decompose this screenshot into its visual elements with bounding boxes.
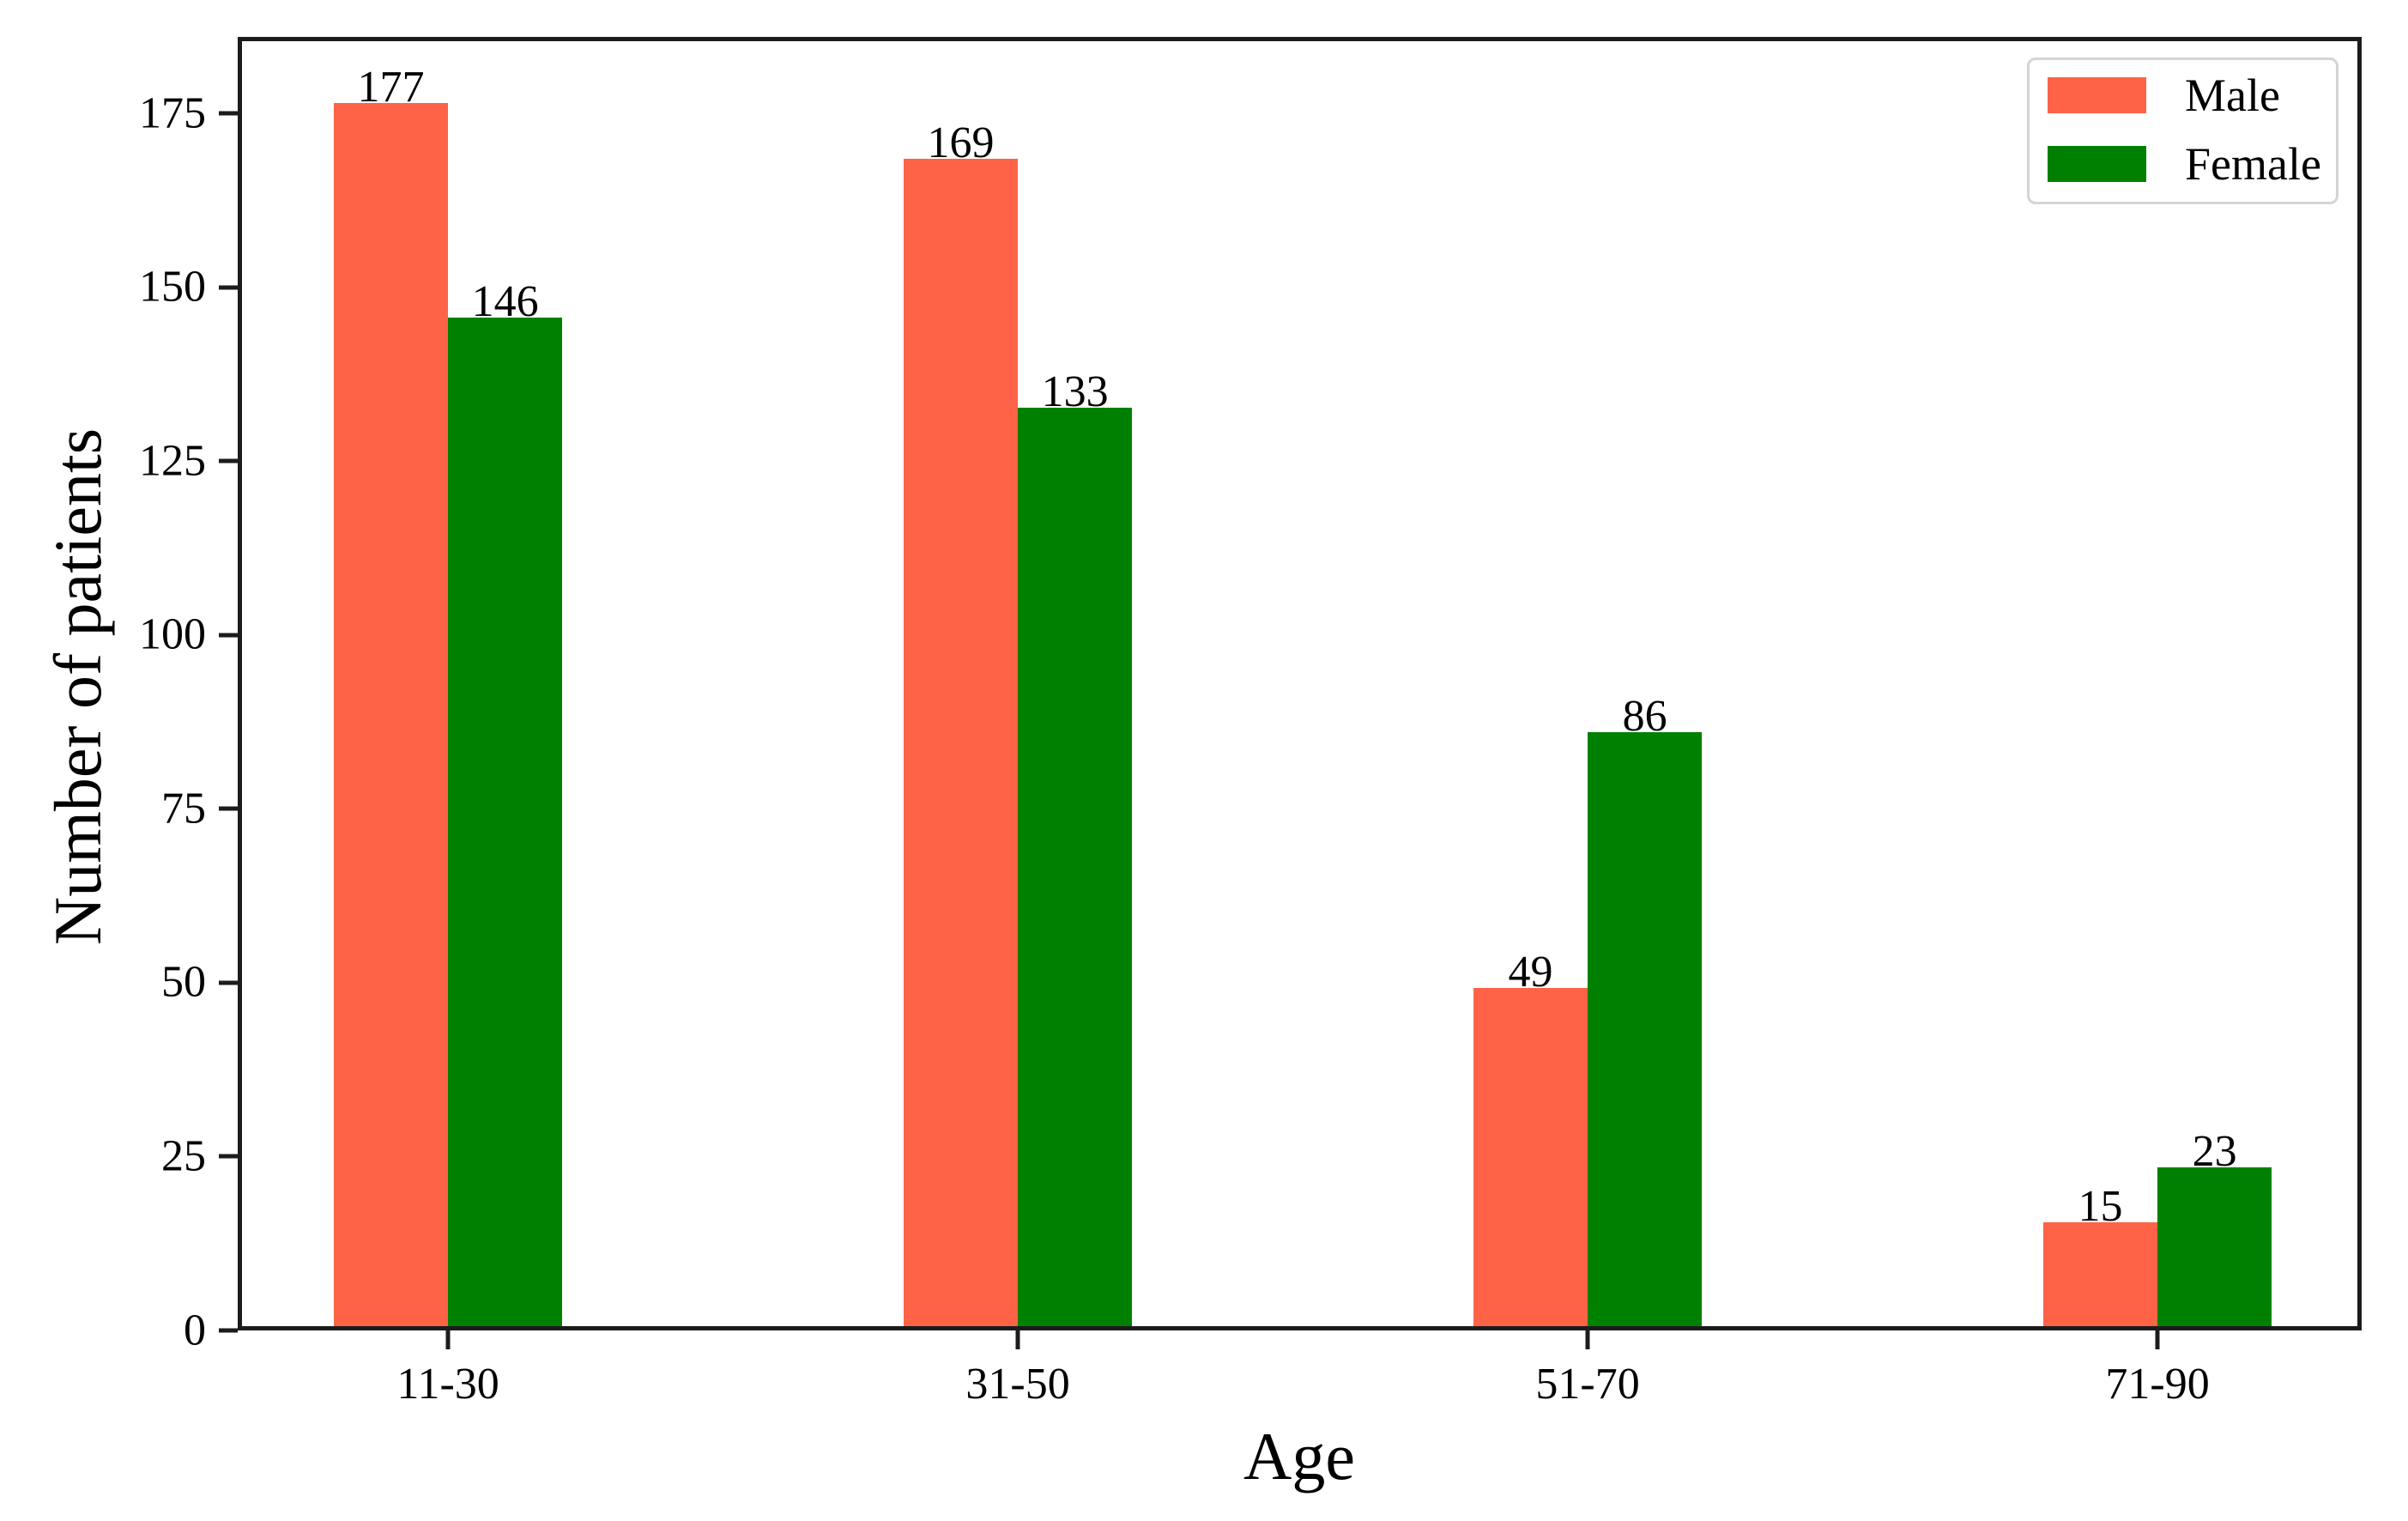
y-tick-mark bbox=[219, 285, 238, 290]
y-axis-label: Number of patients bbox=[40, 427, 115, 946]
legend-label-female: Female bbox=[2185, 138, 2321, 190]
y-tick-mark bbox=[219, 1328, 238, 1333]
x-tick-mark bbox=[445, 1330, 451, 1349]
bar-male-71-90 bbox=[2042, 1222, 2158, 1326]
bar-value-label: 15 bbox=[2078, 1182, 2123, 1232]
legend: Male Female bbox=[2027, 58, 2338, 204]
y-tick-label: 25 bbox=[161, 1131, 206, 1181]
x-tick-mark bbox=[2155, 1330, 2160, 1349]
bar-male-31-50 bbox=[903, 158, 1019, 1326]
bar-female-71-90 bbox=[2157, 1167, 2272, 1326]
y-tick-mark bbox=[219, 458, 238, 464]
y-tick-mark bbox=[219, 980, 238, 985]
y-tick-label: 100 bbox=[139, 610, 206, 660]
bar-value-label: 146 bbox=[471, 276, 539, 326]
y-tick-label: 125 bbox=[139, 436, 206, 486]
bar-value-label: 177 bbox=[357, 63, 425, 112]
y-tick-label: 175 bbox=[139, 88, 206, 138]
y-tick-label: 0 bbox=[184, 1306, 206, 1355]
legend-label-male: Male bbox=[2185, 70, 2280, 121]
bar-female-31-50 bbox=[1018, 407, 1133, 1326]
bar-female-51-70 bbox=[1588, 731, 1703, 1326]
x-tick-label: 71-90 bbox=[2105, 1360, 2210, 1409]
legend-row-female: Female bbox=[2048, 141, 2336, 187]
x-tick-mark bbox=[1015, 1330, 1020, 1349]
x-tick-mark bbox=[1585, 1330, 1590, 1349]
x-tick-label: 11-30 bbox=[396, 1360, 499, 1409]
x-tick-label: 51-70 bbox=[1535, 1360, 1640, 1409]
y-tick-mark bbox=[219, 1154, 238, 1159]
bar-value-label: 86 bbox=[1622, 691, 1667, 741]
x-axis: 11-30 31-50 51-70 71-90 bbox=[242, 1326, 2357, 1446]
bar-value-label: 23 bbox=[2192, 1126, 2237, 1176]
bar-value-label: 169 bbox=[927, 118, 995, 167]
legend-swatch-male bbox=[2048, 77, 2146, 113]
bar-value-label: 49 bbox=[1508, 947, 1553, 997]
bar-male-51-70 bbox=[1473, 987, 1588, 1326]
y-tick-mark bbox=[219, 111, 238, 116]
x-axis-label: Age bbox=[1243, 1419, 1355, 1494]
legend-row-male: Male bbox=[2048, 72, 2336, 118]
bar-male-11-30 bbox=[333, 103, 449, 1326]
bar-female-11-30 bbox=[448, 317, 563, 1326]
plot-area: 177 146 169 133 49 86 15 23 Male Female bbox=[238, 37, 2362, 1330]
y-tick-label: 75 bbox=[161, 784, 206, 833]
y-tick-label: 150 bbox=[139, 262, 206, 312]
y-axis: 0 25 50 75 100 125 150 175 bbox=[0, 37, 238, 1353]
y-tick-label: 50 bbox=[161, 958, 206, 1008]
y-tick-mark bbox=[219, 633, 238, 638]
bar-value-label: 133 bbox=[1041, 367, 1109, 416]
x-tick-label: 31-50 bbox=[965, 1360, 1070, 1409]
legend-swatch-female bbox=[2048, 146, 2146, 182]
y-tick-mark bbox=[219, 806, 238, 811]
